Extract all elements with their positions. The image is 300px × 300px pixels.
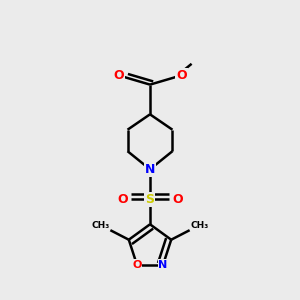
Text: N: N xyxy=(158,260,168,270)
Text: CH₃: CH₃ xyxy=(190,220,209,230)
Text: CH₃: CH₃ xyxy=(91,220,110,230)
Text: O: O xyxy=(176,69,187,82)
Text: O: O xyxy=(117,193,128,206)
Text: S: S xyxy=(146,193,154,206)
Text: O: O xyxy=(132,260,142,270)
Text: N: N xyxy=(145,163,155,176)
Text: O: O xyxy=(172,193,183,206)
Text: O: O xyxy=(113,69,124,82)
